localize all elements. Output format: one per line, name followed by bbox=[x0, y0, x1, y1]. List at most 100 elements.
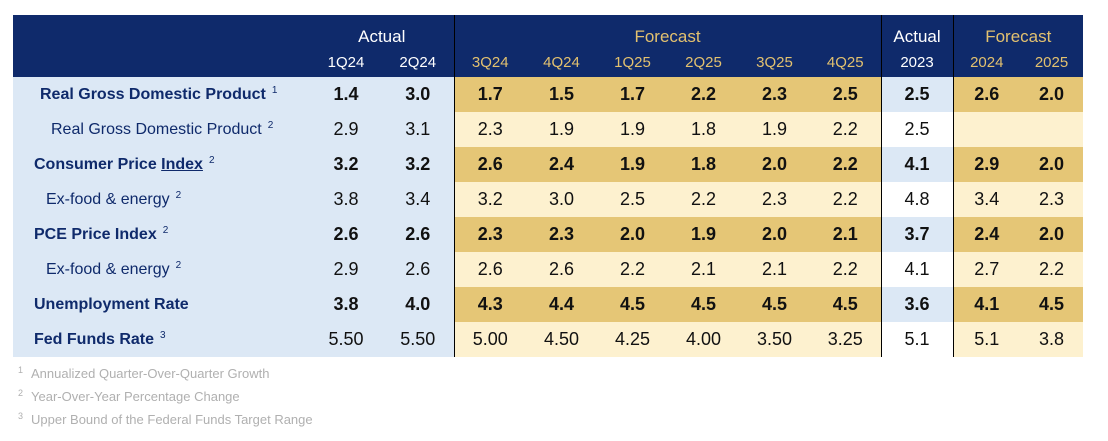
value-cell: 2.3 bbox=[453, 217, 526, 252]
value-cell: 5.1 bbox=[952, 322, 1021, 357]
footnote-marker: 2 bbox=[162, 225, 169, 236]
row-label: Consumer Price Index 2 bbox=[13, 147, 310, 182]
value-cell: 5.00 bbox=[453, 322, 526, 357]
value-cell: 1.9 bbox=[668, 217, 739, 252]
value-cell: 3.1 bbox=[382, 112, 454, 147]
row-label-text: Ex-food & energy bbox=[46, 261, 170, 278]
header-forecast-quarterly: Forecast bbox=[453, 15, 882, 47]
row-label-text: Real Gross Domestic Product bbox=[51, 121, 262, 138]
value-cell: 3.50 bbox=[739, 322, 810, 357]
footnote-mark: 2 bbox=[18, 388, 24, 398]
row-label-text: PCE Price Index bbox=[34, 226, 157, 243]
value-cell: 4.1 bbox=[880, 147, 954, 182]
value-cell: 1.7 bbox=[597, 77, 668, 112]
header-actual-quarterly: Actual bbox=[310, 15, 454, 47]
value-cell: 2.2 bbox=[597, 252, 668, 287]
column-header-1q25: 1Q25 bbox=[597, 47, 668, 77]
value-cell: 2.5 bbox=[880, 77, 954, 112]
value-cell: 3.6 bbox=[880, 287, 954, 322]
value-cell: 4.1 bbox=[952, 287, 1021, 322]
value-cell: 2.3 bbox=[453, 112, 526, 147]
footnote: 2 Year-Over-Year Percentage Change bbox=[18, 385, 313, 408]
value-cell: 3.0 bbox=[382, 77, 454, 112]
value-cell: 2.6 bbox=[382, 217, 454, 252]
value-cell: 4.5 bbox=[739, 287, 810, 322]
value-cell: 3.25 bbox=[810, 322, 882, 357]
table-row: Real Gross Domestic Product 1 1.4 3.0 1.7 1.5… bbox=[13, 77, 1084, 112]
footnote-marker: 1 bbox=[271, 85, 278, 96]
value-cell: 2.6 bbox=[453, 252, 526, 287]
value-cell: 2.9 bbox=[310, 252, 382, 287]
value-cell: 2.6 bbox=[526, 252, 597, 287]
value-cell: 2.9 bbox=[310, 112, 382, 147]
column-header-4q25: 4Q25 bbox=[810, 47, 882, 77]
value-cell: 2.1 bbox=[810, 217, 882, 252]
footnote-marker: 2 bbox=[175, 260, 182, 271]
value-cell: 2.2 bbox=[810, 182, 882, 217]
value-cell: 2.6 bbox=[453, 147, 526, 182]
value-cell: 2.2 bbox=[668, 182, 739, 217]
value-cell: 2.2 bbox=[810, 112, 882, 147]
table-row: Consumer Price Index 2 3.2 3.2 2.6 2.4 1.9 1.8 2… bbox=[13, 147, 1084, 182]
header-actual-annual: Actual bbox=[880, 15, 954, 47]
value-cell: 2.2 bbox=[1020, 252, 1084, 287]
column-header-1q24: 1Q24 bbox=[310, 47, 382, 77]
footnote-mark: 3 bbox=[18, 411, 24, 421]
value-cell: 2.6 bbox=[952, 77, 1021, 112]
value-cell: 3.2 bbox=[310, 147, 382, 182]
table-row: Real Gross Domestic Product 2 2.9 3.1 2.3 1.9… bbox=[13, 112, 1084, 147]
value-cell: 2.0 bbox=[1020, 77, 1084, 112]
value-cell: 4.25 bbox=[597, 322, 668, 357]
value-cell: 3.2 bbox=[382, 147, 454, 182]
value-cell: 4.00 bbox=[668, 322, 739, 357]
value-cell: 2.5 bbox=[880, 112, 954, 147]
footnote-marker: 2 bbox=[267, 120, 274, 131]
value-cell: 1.9 bbox=[526, 112, 597, 147]
value-cell: 2.6 bbox=[382, 252, 454, 287]
value-cell: 5.50 bbox=[382, 322, 454, 357]
value-cell: 1.4 bbox=[310, 77, 382, 112]
row-label-text: Consumer Price Index bbox=[34, 156, 203, 173]
value-cell: 3.8 bbox=[310, 182, 382, 217]
value-cell: 2.0 bbox=[1020, 147, 1084, 182]
value-cell: 1.9 bbox=[739, 112, 810, 147]
row-label: Real Gross Domestic Product 1 bbox=[13, 77, 310, 112]
footnote-text: Upper Bound of the Federal Funds Target … bbox=[31, 412, 313, 427]
value-cell: 2.4 bbox=[952, 217, 1021, 252]
table-row: Fed Funds Rate 3 5.50 5.50 5.00 4.50 4.25 4.00 3… bbox=[13, 322, 1084, 357]
value-cell: 4.0 bbox=[382, 287, 454, 322]
row-label-text: Real Gross Domestic Product bbox=[40, 86, 266, 103]
footnote-marker: 2 bbox=[208, 155, 215, 166]
row-label: PCE Price Index 2 bbox=[13, 217, 310, 252]
value-cell: 4.3 bbox=[453, 287, 526, 322]
footnote-text: Year-Over-Year Percentage Change bbox=[31, 389, 240, 404]
value-cell: 1.9 bbox=[597, 147, 668, 182]
value-cell: 2.0 bbox=[597, 217, 668, 252]
row-label: Fed Funds Rate 3 bbox=[13, 322, 310, 357]
footnote-mark: 1 bbox=[18, 365, 24, 375]
value-cell: 4.1 bbox=[880, 252, 954, 287]
row-label: Ex-food & energy 2 bbox=[13, 182, 310, 217]
table-row: Ex-food & energy 2 2.9 2.6 2.6 2.6 2.2 2.1 2.1 2.… bbox=[13, 252, 1084, 287]
column-header-2q24: 2Q24 bbox=[382, 47, 454, 77]
row-label-text: Unemployment Rate bbox=[34, 295, 189, 313]
value-cell: 1.7 bbox=[453, 77, 526, 112]
value-cell: 2.6 bbox=[310, 217, 382, 252]
value-cell: 2.3 bbox=[739, 182, 810, 217]
value-cell: 4.5 bbox=[1020, 287, 1084, 322]
row-label: Ex-food & energy 2 bbox=[13, 252, 310, 287]
value-cell: 2.3 bbox=[739, 77, 810, 112]
footnote-marker: 2 bbox=[175, 190, 182, 201]
row-label: Unemployment Rate bbox=[13, 287, 310, 322]
value-cell: 4.50 bbox=[526, 322, 597, 357]
value-cell: 1.8 bbox=[668, 147, 739, 182]
column-header-2023: 2023 bbox=[880, 47, 954, 77]
header-group-row: Actual Forecast Actual Forecast bbox=[13, 15, 1084, 47]
value-cell: 2.4 bbox=[526, 147, 597, 182]
table-body: Real Gross Domestic Product 1 1.4 3.0 1.7 1.5… bbox=[13, 77, 1084, 357]
value-cell: 3.4 bbox=[382, 182, 454, 217]
value-cell: 1.5 bbox=[526, 77, 597, 112]
value-cell: 4.5 bbox=[597, 287, 668, 322]
column-header-2024: 2024 bbox=[952, 47, 1021, 77]
value-cell: 2.0 bbox=[1020, 217, 1084, 252]
